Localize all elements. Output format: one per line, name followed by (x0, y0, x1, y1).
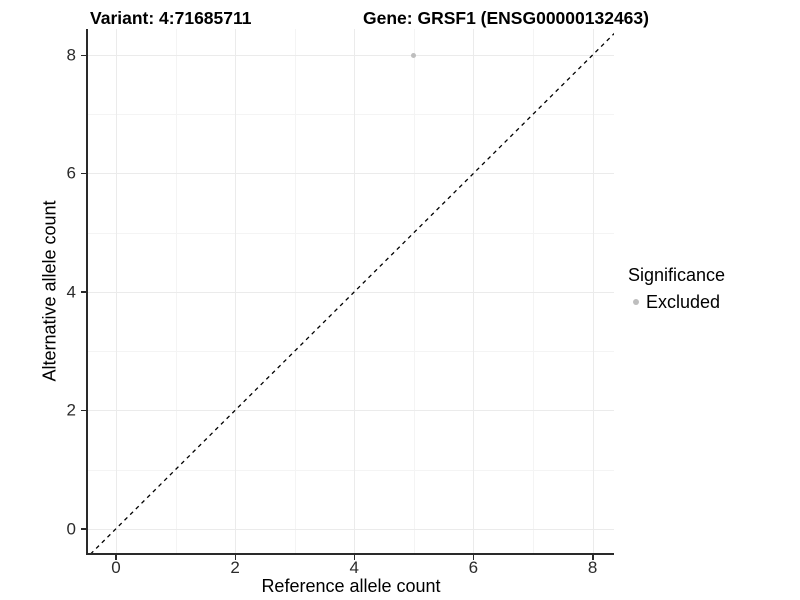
legend: Significance Excluded (622, 264, 798, 313)
y-tick-mark (81, 409, 86, 412)
variant-title: Variant: 4:71685711 (90, 8, 252, 28)
gridline-major-y (88, 173, 614, 175)
y-tick-label: 2 (66, 400, 76, 420)
legend-entry-excluded: Excluded (622, 291, 798, 313)
gridline-minor-x (532, 29, 534, 553)
y-tick-label: 4 (66, 282, 76, 302)
y-axis-line (86, 29, 88, 555)
x-tick-mark (592, 555, 594, 560)
gridline-major-x (235, 29, 237, 553)
gridline-minor-y (88, 232, 614, 234)
gridline-minor-y (88, 114, 614, 116)
legend-title: Significance (628, 265, 726, 285)
gridline-major-y (88, 291, 614, 293)
gridline-major-y (88, 55, 614, 57)
gridline-major-x (473, 29, 475, 553)
x-tick-mark (353, 555, 356, 560)
gridline-minor-x (413, 29, 415, 553)
y-tick-mark (81, 528, 86, 530)
gridline-minor-y (88, 469, 614, 471)
x-tick-label: 4 (349, 558, 359, 577)
y-tick-mark (81, 291, 86, 293)
gridline-minor-y (88, 351, 614, 353)
y-tick-mark (81, 172, 86, 175)
legend-entry-label: Excluded (646, 292, 721, 312)
gridline-major-x (115, 29, 117, 553)
data-point-excluded (411, 52, 417, 58)
x-tick-mark (115, 555, 117, 560)
gridline-major-y (88, 528, 614, 530)
y-tick-label: 6 (66, 163, 76, 183)
gridline-major-x (592, 29, 594, 553)
gridline-minor-x (175, 29, 177, 553)
x-axis-title: Reference allele count (261, 576, 441, 596)
x-tick-label: 6 (468, 558, 479, 577)
legend-key-dot (633, 299, 639, 305)
y-tick-label: 8 (66, 45, 76, 65)
plot-panel (88, 29, 614, 553)
y-axis-title: Alternative allele count (39, 200, 60, 382)
x-tick-label: 2 (230, 558, 240, 577)
gene-title: Gene: GRSF1 (ENSG00000132463) (363, 8, 649, 28)
x-axis-line (86, 553, 614, 555)
gridline-major-y (88, 410, 614, 412)
identity-line (90, 32, 614, 553)
x-tick-label: 0 (111, 558, 121, 577)
gridline-major-x (354, 29, 356, 553)
y-tick-label: 0 (66, 519, 76, 539)
legend-entries: Excluded (622, 291, 798, 313)
y-tick-mark (81, 54, 86, 57)
gridline-minor-x (294, 29, 296, 553)
x-tick-mark (234, 555, 237, 560)
x-tick-label: 8 (587, 558, 598, 577)
x-tick-mark (472, 555, 475, 560)
